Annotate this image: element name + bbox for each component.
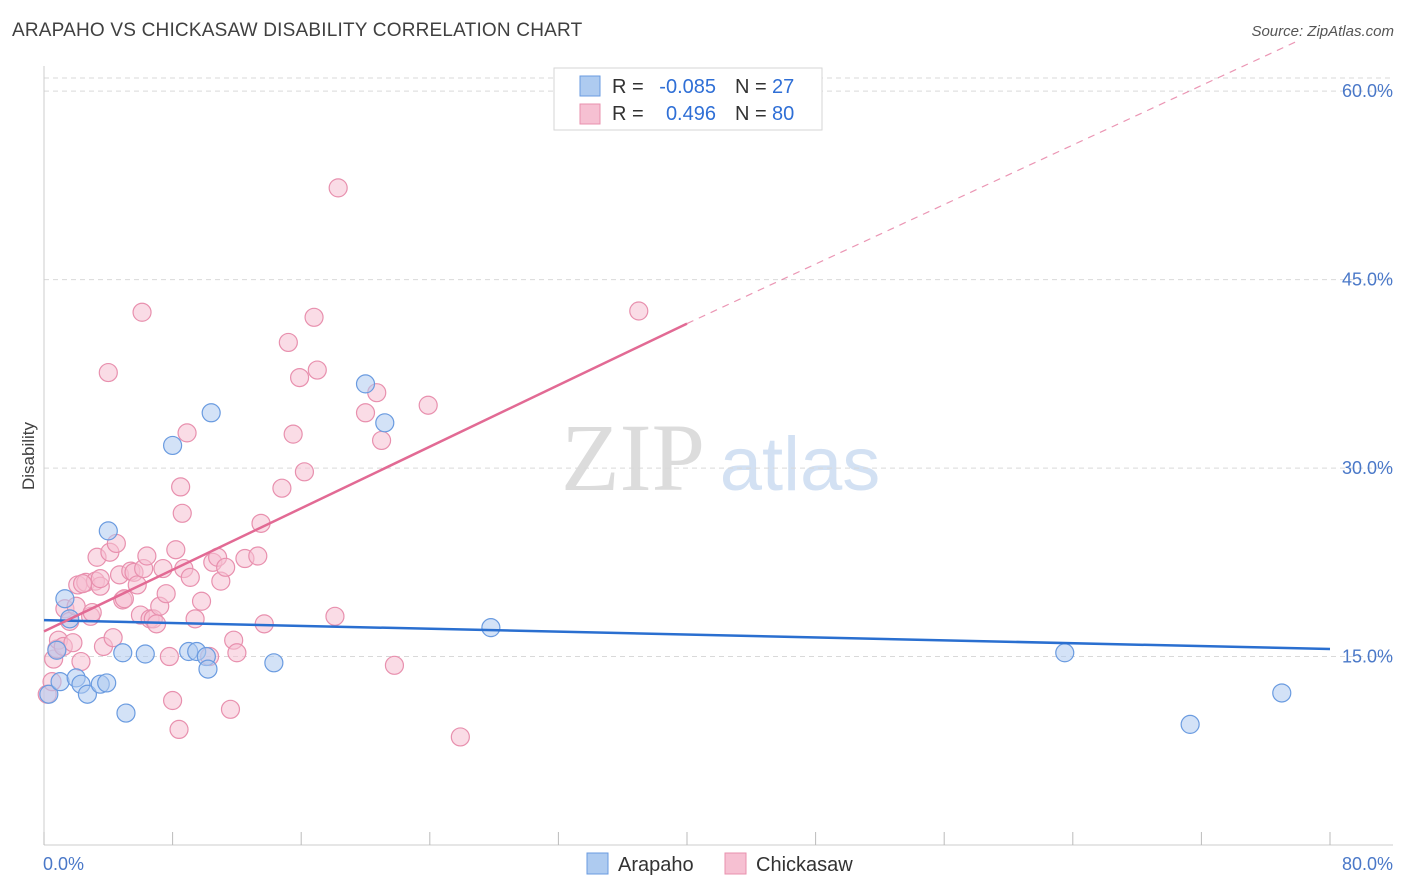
legend-arapaho-swatch xyxy=(586,852,609,875)
chickasaw-point-20 xyxy=(103,628,123,648)
chickasaw-legend-swatch xyxy=(579,103,601,125)
legend-chickasaw-label: Chickasaw xyxy=(756,854,853,876)
arapaho-point-1 xyxy=(47,640,67,660)
chickasaw-point-45 xyxy=(185,609,205,629)
arapaho-point-13 xyxy=(135,644,155,664)
arapaho-point-22 xyxy=(375,413,395,433)
chickasaw-point-66 xyxy=(325,606,345,626)
chickasaw-point-76 xyxy=(98,362,118,383)
watermark-atlas: atlas xyxy=(720,422,881,507)
chickasaw-point-72 xyxy=(418,395,438,415)
chickasaw-point-39 xyxy=(166,540,186,560)
axes xyxy=(43,66,1393,846)
chickasaw-trend-extension xyxy=(686,40,1299,325)
chart-title: ARAPAHO VS CHICKASAW DISABILITY CORRELAT… xyxy=(12,20,583,41)
y-tick-label-30: 30.0% xyxy=(1342,458,1393,478)
series-legend: Arapaho Chickasaw xyxy=(586,852,853,876)
chickasaw-point-37 xyxy=(159,646,179,667)
arapaho-n-label: N = xyxy=(735,76,767,98)
arapaho-r-label: R = xyxy=(612,76,644,98)
chickasaw-point-46 xyxy=(191,591,212,611)
chickasaw-point-38 xyxy=(163,690,183,711)
chickasaw-point-62 xyxy=(289,368,310,388)
chickasaw-point-52 xyxy=(220,699,241,719)
chickasaw-point-36 xyxy=(156,584,176,604)
arapaho-point-19 xyxy=(201,403,221,423)
chickasaw-point-67 xyxy=(328,178,348,198)
arapaho-point-23 xyxy=(481,618,501,638)
watermark-zip: ZIP xyxy=(561,404,705,511)
chickasaw-point-40 xyxy=(169,719,189,740)
chickasaw-point-43 xyxy=(177,423,197,443)
arapaho-point-20 xyxy=(264,653,284,673)
chickasaw-point-41 xyxy=(172,503,192,523)
trend-lines xyxy=(43,40,1331,651)
y-tick-label-15: 15.0% xyxy=(1342,647,1393,667)
arapaho-r-value: -0.085 xyxy=(659,76,716,98)
chickasaw-point-68 xyxy=(355,403,376,423)
y-tick-label-60: 60.0% xyxy=(1342,81,1393,101)
stats-legend: R = -0.085 N = 27 R = 0.496 N = 80 xyxy=(553,67,823,131)
chickasaw-point-30 xyxy=(137,546,157,566)
arapaho-point-11 xyxy=(113,643,133,663)
chickasaw-point-59 xyxy=(272,478,292,498)
chickasaw-point-64 xyxy=(304,307,324,327)
gridlines xyxy=(44,77,1393,658)
arapaho-point-21 xyxy=(355,374,376,394)
chickasaw-point-65 xyxy=(307,360,327,380)
chickasaw-point-73 xyxy=(450,727,470,747)
chickasaw-point-51 xyxy=(216,557,236,577)
arapaho-trend-line xyxy=(43,618,1331,651)
y-tick-labels: 15.0% 30.0% 45.0% 60.0% xyxy=(1342,81,1393,666)
arapaho-point-24 xyxy=(1055,643,1075,663)
arapaho-point-26 xyxy=(1272,683,1292,703)
arapaho-point-9 xyxy=(97,673,117,693)
chickasaw-point-78 xyxy=(72,574,93,594)
arapaho-point-10 xyxy=(98,521,118,541)
arapaho-point-25 xyxy=(1180,714,1200,734)
chickasaw-point-61 xyxy=(283,424,303,444)
chickasaw-point-70 xyxy=(371,430,392,451)
arapaho-point-18 xyxy=(198,659,218,679)
arapaho-point-3 xyxy=(55,589,75,609)
chickasaw-r-label: R = xyxy=(612,103,644,125)
arapaho-point-0 xyxy=(39,684,59,704)
x-tick-label-max: 80.0% xyxy=(1342,854,1393,874)
arapaho-point-7 xyxy=(77,684,98,704)
arapaho-legend-swatch xyxy=(579,75,601,97)
chickasaw-point-8 xyxy=(63,633,83,653)
chickasaw-point-56 xyxy=(248,546,268,566)
chickasaw-point-74 xyxy=(629,301,649,321)
chickasaw-point-60 xyxy=(278,332,298,353)
chickasaw-point-71 xyxy=(384,655,405,675)
source-label: Source: ZipAtlas.com xyxy=(1251,23,1394,40)
chickasaw-n-label: N = xyxy=(735,103,767,125)
arapaho-points xyxy=(39,374,1292,734)
chickasaw-point-79 xyxy=(171,477,191,497)
chickasaw-point-63 xyxy=(294,462,315,482)
legend-chickasaw-swatch xyxy=(724,852,747,875)
chickasaw-point-75 xyxy=(132,302,152,322)
chickasaw-points xyxy=(37,178,649,747)
chickasaw-trend-line xyxy=(43,322,688,633)
chickasaw-r-value: 0.496 xyxy=(666,103,716,125)
x-ticks xyxy=(43,832,1331,845)
chickasaw-point-11 xyxy=(71,651,91,672)
chickasaw-point-44 xyxy=(180,567,200,587)
arapaho-point-14 xyxy=(163,435,183,456)
x-tick-label-min: 0.0% xyxy=(43,854,84,874)
chickasaw-point-77 xyxy=(90,569,110,589)
arapaho-point-12 xyxy=(116,703,136,723)
arapaho-n-value: 27 xyxy=(772,76,794,98)
chickasaw-point-54 xyxy=(227,643,247,663)
y-axis-label: Disability xyxy=(19,421,38,490)
y-tick-label-45: 45.0% xyxy=(1342,270,1393,290)
legend-arapaho-label: Arapaho xyxy=(618,854,694,876)
arapaho-point-2 xyxy=(50,672,70,692)
chickasaw-n-value: 80 xyxy=(772,103,794,125)
